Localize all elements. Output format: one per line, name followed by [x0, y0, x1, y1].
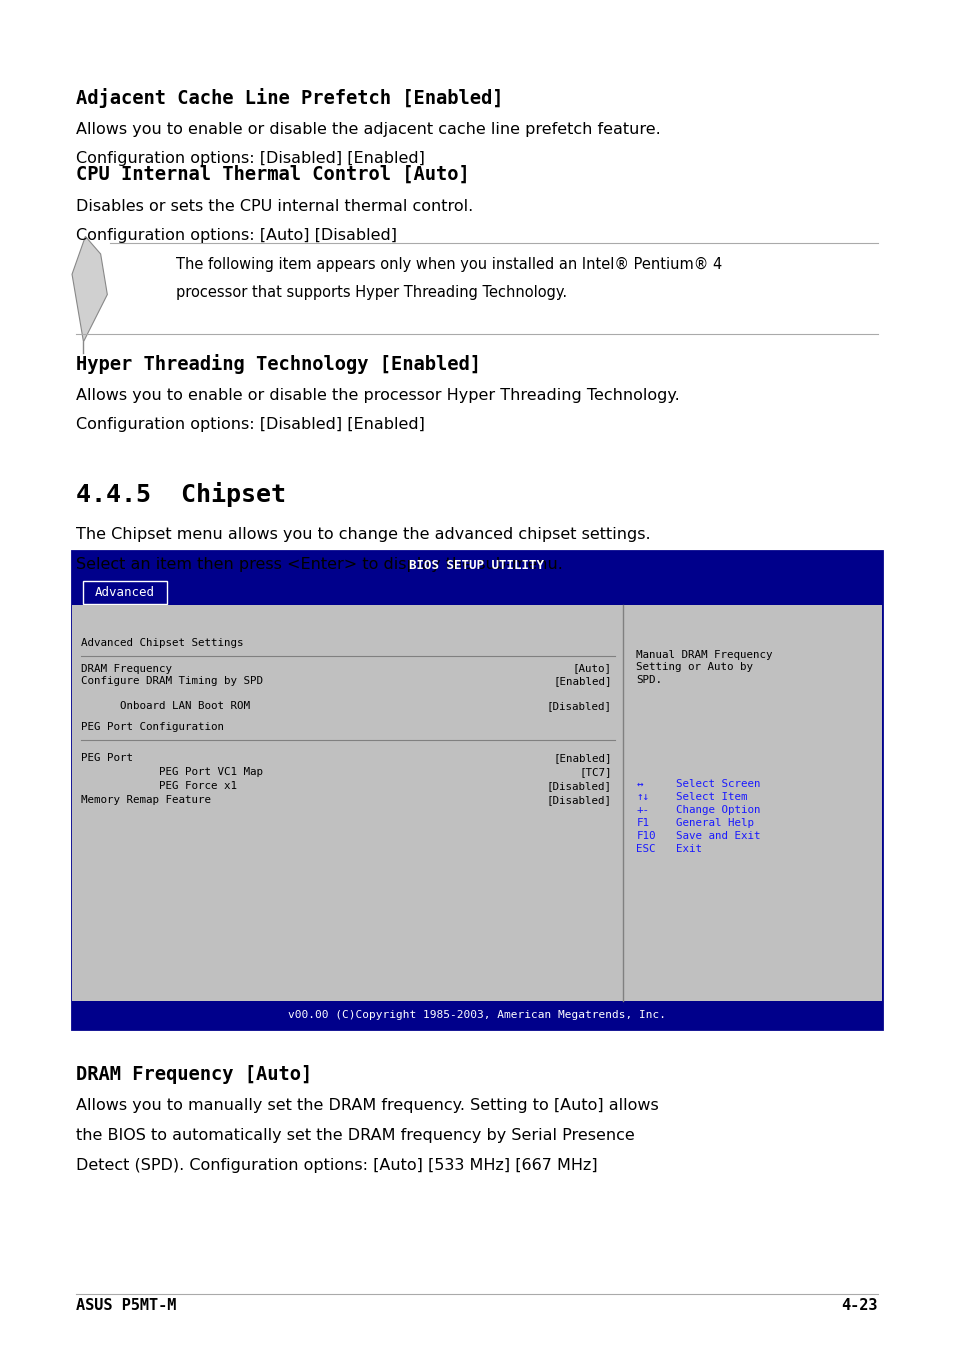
Text: ASUS P5MT-M: ASUS P5MT-M — [76, 1298, 176, 1313]
Text: ESC: ESC — [636, 844, 655, 854]
Text: Hyper Threading Technology [Enabled]: Hyper Threading Technology [Enabled] — [76, 354, 481, 374]
Bar — [71, 580, 882, 605]
Text: PEG Port Configuration: PEG Port Configuration — [81, 721, 224, 732]
Text: PEG Port VC1 Map: PEG Port VC1 Map — [81, 767, 263, 777]
Text: Advanced: Advanced — [95, 586, 154, 598]
Text: [Disabled]: [Disabled] — [546, 781, 611, 792]
Text: [TC7]: [TC7] — [578, 767, 611, 777]
Text: DRAM Frequency [Auto]: DRAM Frequency [Auto] — [76, 1065, 313, 1084]
Text: Allows you to enable or disable the processor Hyper Threading Technology.: Allows you to enable or disable the proc… — [76, 388, 679, 403]
Text: +-: +- — [636, 805, 649, 815]
Text: Advanced Chipset Settings: Advanced Chipset Settings — [81, 638, 243, 648]
Text: Configuration options: [Disabled] [Enabled]: Configuration options: [Disabled] [Enabl… — [76, 417, 425, 432]
Text: [Enabled]: [Enabled] — [553, 677, 611, 686]
Text: [Disabled]: [Disabled] — [546, 701, 611, 711]
Text: Onboard LAN Boot ROM: Onboard LAN Boot ROM — [81, 701, 250, 711]
Text: The following item appears only when you installed an Intel® Pentium® 4: The following item appears only when you… — [176, 257, 722, 272]
Text: Disables or sets the CPU internal thermal control.: Disables or sets the CPU internal therma… — [76, 199, 473, 213]
Text: PEG Force x1: PEG Force x1 — [81, 781, 237, 792]
Text: [Auto]: [Auto] — [572, 663, 611, 674]
Text: General Help: General Help — [676, 819, 754, 828]
Text: Allows you to manually set the DRAM frequency. Setting to [Auto] allows: Allows you to manually set the DRAM freq… — [76, 1098, 659, 1113]
Text: [Enabled]: [Enabled] — [553, 753, 611, 763]
Text: processor that supports Hyper Threading Technology.: processor that supports Hyper Threading … — [176, 285, 567, 300]
Text: BIOS SETUP UTILITY: BIOS SETUP UTILITY — [409, 559, 544, 571]
Text: Select Screen: Select Screen — [676, 780, 760, 789]
Text: Detect (SPD). Configuration options: [Auto] [533 MHz] [667 MHz]: Detect (SPD). Configuration options: [Au… — [76, 1158, 598, 1173]
Text: Manual DRAM Frequency: Manual DRAM Frequency — [636, 650, 772, 659]
Text: Configure DRAM Timing by SPD: Configure DRAM Timing by SPD — [81, 677, 263, 686]
Text: ↔: ↔ — [636, 780, 642, 789]
Text: Exit: Exit — [676, 844, 701, 854]
Text: PEG Port: PEG Port — [81, 753, 133, 763]
Polygon shape — [72, 236, 107, 342]
Text: Setting or Auto by: Setting or Auto by — [636, 662, 753, 673]
Text: 4-23: 4-23 — [841, 1298, 877, 1313]
Text: Allows you to enable or disable the adjacent cache line prefetch feature.: Allows you to enable or disable the adja… — [76, 122, 660, 136]
Text: Select Item: Select Item — [676, 792, 747, 802]
Text: v00.00 (C)Copyright 1985-2003, American Megatrends, Inc.: v00.00 (C)Copyright 1985-2003, American … — [288, 1011, 665, 1020]
Text: the BIOS to automatically set the DRAM frequency by Serial Presence: the BIOS to automatically set the DRAM f… — [76, 1128, 635, 1143]
Bar — [71, 605, 882, 1001]
Text: F1: F1 — [636, 819, 649, 828]
Text: Memory Remap Feature: Memory Remap Feature — [81, 796, 211, 805]
Bar — [71, 1001, 882, 1029]
Text: SPD.: SPD. — [636, 676, 661, 685]
Text: The Chipset menu allows you to change the advanced chipset settings.: The Chipset menu allows you to change th… — [76, 527, 650, 542]
Text: DRAM Frequency: DRAM Frequency — [81, 663, 172, 674]
Bar — [83, 581, 167, 604]
Text: Configuration options: [Disabled] [Enabled]: Configuration options: [Disabled] [Enabl… — [76, 151, 425, 166]
Text: 4.4.5  Chipset: 4.4.5 Chipset — [76, 482, 286, 508]
Text: Adjacent Cache Line Prefetch [Enabled]: Adjacent Cache Line Prefetch [Enabled] — [76, 88, 503, 108]
Text: [Disabled]: [Disabled] — [546, 796, 611, 805]
Bar — [71, 551, 882, 580]
Bar — [71, 551, 882, 1029]
Text: ↑↓: ↑↓ — [636, 792, 649, 802]
Text: Save and Exit: Save and Exit — [676, 831, 760, 842]
Text: F10: F10 — [636, 831, 655, 842]
Text: Configuration options: [Auto] [Disabled]: Configuration options: [Auto] [Disabled] — [76, 228, 396, 243]
Text: Change Option: Change Option — [676, 805, 760, 815]
Text: Select an item then press <Enter> to display the sub-menu.: Select an item then press <Enter> to dis… — [76, 557, 562, 571]
Text: CPU Internal Thermal Control [Auto]: CPU Internal Thermal Control [Auto] — [76, 165, 470, 184]
